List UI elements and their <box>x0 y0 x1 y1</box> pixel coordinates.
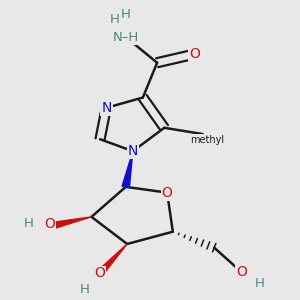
Polygon shape <box>94 244 127 279</box>
Text: O: O <box>236 265 247 279</box>
Text: O: O <box>45 217 56 231</box>
Text: H: H <box>24 218 34 230</box>
Text: O: O <box>94 266 106 280</box>
Text: methyl: methyl <box>190 135 224 145</box>
Text: H: H <box>110 14 119 26</box>
Text: N–H: N–H <box>112 31 139 44</box>
Polygon shape <box>46 217 92 230</box>
Text: H: H <box>80 283 89 296</box>
Text: N: N <box>128 144 138 158</box>
Text: H–N: H–N <box>112 31 139 44</box>
Text: H: H <box>121 8 131 21</box>
Text: O: O <box>189 47 200 61</box>
Polygon shape <box>122 151 133 188</box>
Text: N: N <box>101 101 112 115</box>
Text: H: H <box>255 277 265 290</box>
Text: O: O <box>162 186 172 200</box>
